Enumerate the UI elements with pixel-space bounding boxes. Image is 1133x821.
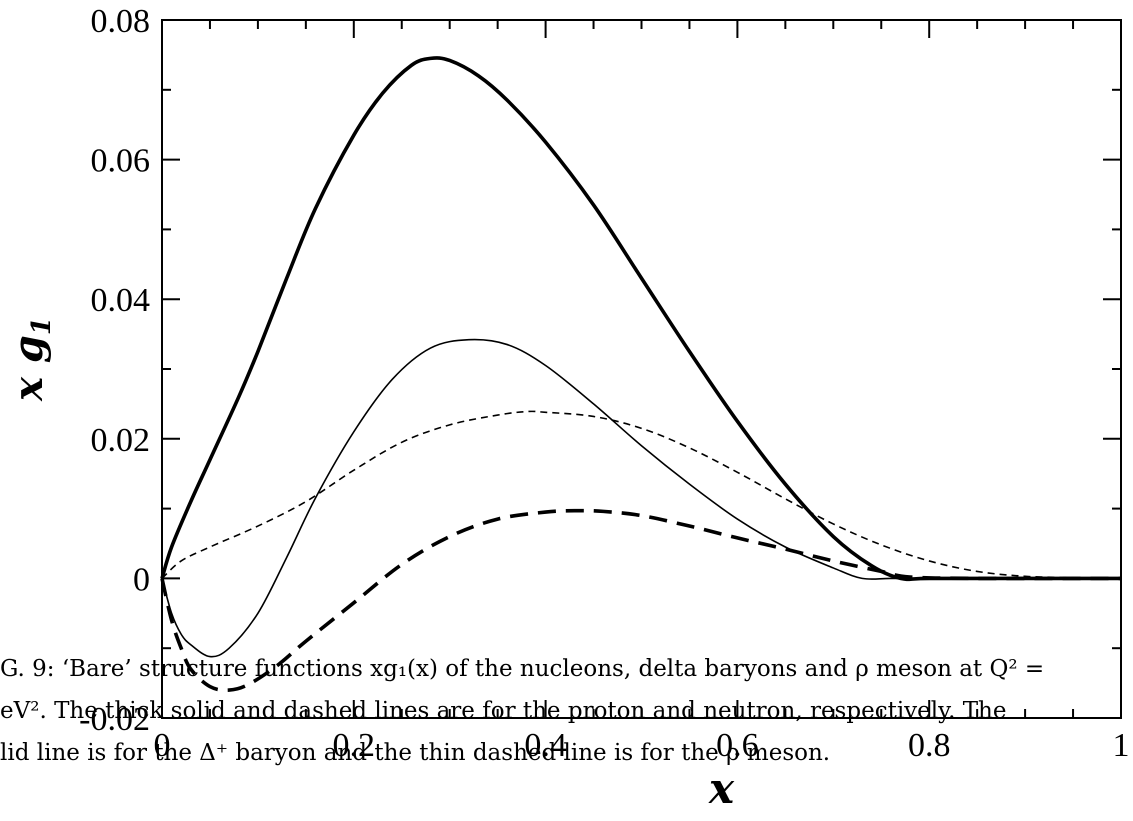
- y-tick-label: 0: [133, 561, 150, 598]
- y-axis-title: x g1: [5, 317, 57, 402]
- y-tick-label: 0.06: [91, 143, 151, 180]
- y-axis-title-main: x g: [5, 335, 52, 402]
- plot-frame: [161, 19, 1122, 719]
- y-tick-label: -0.02: [79, 701, 150, 738]
- y-tick-label: 0.08: [91, 3, 151, 40]
- series-line-proton: [160, 56, 1121, 582]
- series-line-neutron: [160, 508, 1122, 692]
- series-line-delta-plus: [161, 338, 1121, 658]
- x-tick-label: 0: [154, 727, 171, 764]
- y-axis-title-subscript: 1: [27, 317, 57, 335]
- x-tick-label: 0.4: [524, 727, 567, 764]
- y-tick-label: 0.04: [91, 282, 151, 319]
- series-line-rho-meson: [161, 410, 1122, 580]
- x-tick-label: 0.2: [333, 727, 376, 764]
- x-tick-label: 1: [1113, 727, 1130, 764]
- y-tick-label: 0.02: [91, 422, 151, 459]
- series-group: [160, 56, 1122, 692]
- caption-line-1: G. 9: ‘Bare’ structure functions xg₁(x) …: [0, 656, 1045, 682]
- x-tick-label: 0.6: [716, 727, 759, 764]
- caption-line-2: eV². The thick solid and dashed lines ar…: [0, 698, 1007, 724]
- caption-line-3: lid line is for the Δ⁺ baryon and the th…: [0, 740, 831, 766]
- x-tick-label: 0.8: [908, 727, 951, 764]
- x-axis-title: x: [708, 764, 735, 813]
